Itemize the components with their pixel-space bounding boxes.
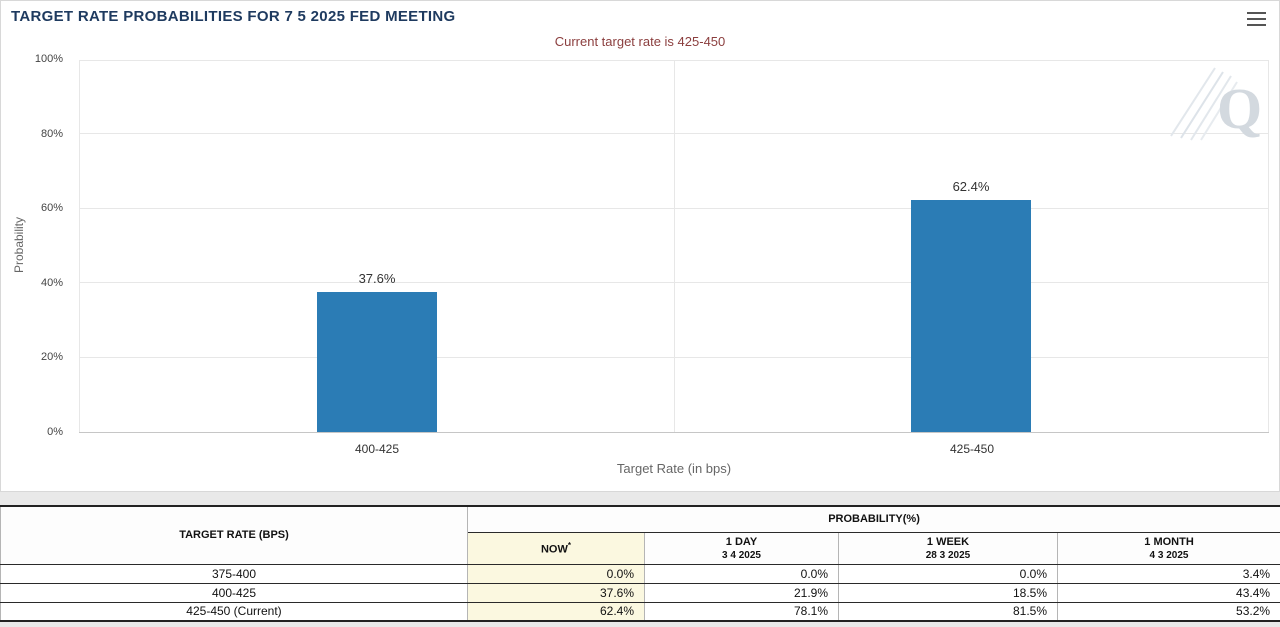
- col-header-1-day-label: 1 DAY: [725, 535, 758, 548]
- table-row: 425-450 (Current) 62.4% 78.1% 81.5% 53.2…: [0, 601, 1280, 622]
- col-group-header-probability: PROBABILITY(%): [466, 505, 1280, 533]
- bar-400-425[interactable]: 37.6%: [317, 271, 437, 432]
- y-axis-title: Probability: [12, 216, 26, 274]
- y-tick-label: 80%: [40, 128, 63, 140]
- col-header-1-week-label: 1 WEEK: [926, 535, 970, 548]
- bar-rect: [317, 292, 437, 432]
- month-value-cell: 3.4%: [1056, 563, 1280, 584]
- x-category-label: 400-425: [354, 442, 400, 456]
- y-tick-label: 60%: [40, 202, 63, 214]
- probability-table: TARGET RATE (BPS) PROBABILITY(%) NOW* 1 …: [0, 505, 1280, 622]
- col-header-1-week: 1 WEEK 28 3 2025: [838, 531, 1058, 565]
- y-tick-label: 100%: [34, 53, 63, 65]
- fedwatch-chart-panel: TARGET RATE PROBABILITIES FOR 7 5 2025 F…: [0, 0, 1280, 492]
- day-value-cell: 78.1%: [644, 601, 839, 622]
- gridline: [79, 60, 80, 432]
- week-value-cell: 18.5%: [838, 582, 1058, 603]
- rate-cell: 375-400: [0, 563, 468, 584]
- rate-cell: 425-450 (Current): [0, 601, 468, 622]
- x-axis-title: Target Rate (in bps): [616, 461, 732, 476]
- hamburger-line: [1247, 12, 1266, 14]
- y-tick-label: 40%: [40, 277, 63, 289]
- plot-area: Q 37.6% 62.4%: [79, 60, 1269, 433]
- now-value-cell: 0.0%: [467, 563, 645, 584]
- col-header-now: NOW*: [467, 531, 645, 565]
- col-header-1-month-label: 1 MONTH: [1144, 535, 1194, 548]
- bar-425-450[interactable]: 62.4%: [911, 179, 1031, 432]
- q-watermark-icon: Q: [1170, 67, 1261, 141]
- probability-table-section: TARGET RATE (BPS) PROBABILITY(%) NOW* 1 …: [0, 505, 1280, 622]
- svg-text:Q: Q: [1217, 76, 1261, 141]
- col-header-1-day-date: 3 4 2025: [722, 549, 761, 561]
- bar-data-label: 37.6%: [358, 271, 396, 287]
- chart-title: TARGET RATE PROBABILITIES FOR 7 5 2025 F…: [11, 8, 456, 25]
- table-row: 400-425 37.6% 21.9% 18.5% 43.4%: [0, 582, 1280, 603]
- col-header-target-rate: TARGET RATE (BPS): [0, 505, 468, 565]
- day-value-cell: 0.0%: [644, 563, 839, 584]
- gridline: [1268, 60, 1269, 432]
- bar-data-label: 62.4%: [952, 178, 990, 194]
- col-header-1-day: 1 DAY 3 4 2025: [644, 531, 839, 565]
- week-value-cell: 0.0%: [838, 563, 1058, 584]
- now-value-cell: 37.6%: [467, 582, 645, 603]
- col-header-now-label: NOW: [540, 543, 568, 556]
- col-header-1-week-date: 28 3 2025: [925, 549, 971, 561]
- day-value-cell: 21.9%: [644, 582, 839, 603]
- now-asterisk: *: [567, 540, 571, 550]
- bar-rect: [911, 199, 1031, 432]
- hamburger-menu-icon[interactable]: [1247, 12, 1266, 26]
- month-value-cell: 43.4%: [1056, 582, 1280, 603]
- table-row: 375-400 0.0% 0.0% 0.0% 3.4%: [0, 563, 1280, 584]
- week-value-cell: 81.5%: [838, 601, 1058, 622]
- col-header-1-month: 1 MONTH 4 3 2025: [1056, 531, 1280, 565]
- rate-cell: 400-425: [0, 582, 468, 603]
- gridline: [674, 60, 675, 432]
- chart-subtitle: Current target rate is 425-450: [554, 34, 726, 49]
- hamburger-line: [1247, 24, 1266, 26]
- y-tick-label: 20%: [40, 351, 63, 363]
- y-tick-label: 0%: [47, 426, 63, 438]
- now-value-cell: 62.4%: [467, 601, 645, 622]
- month-value-cell: 53.2%: [1056, 601, 1280, 622]
- x-category-label: 425-450: [949, 442, 995, 456]
- hamburger-line: [1247, 18, 1266, 20]
- col-header-1-month-date: 4 3 2025: [1149, 549, 1189, 561]
